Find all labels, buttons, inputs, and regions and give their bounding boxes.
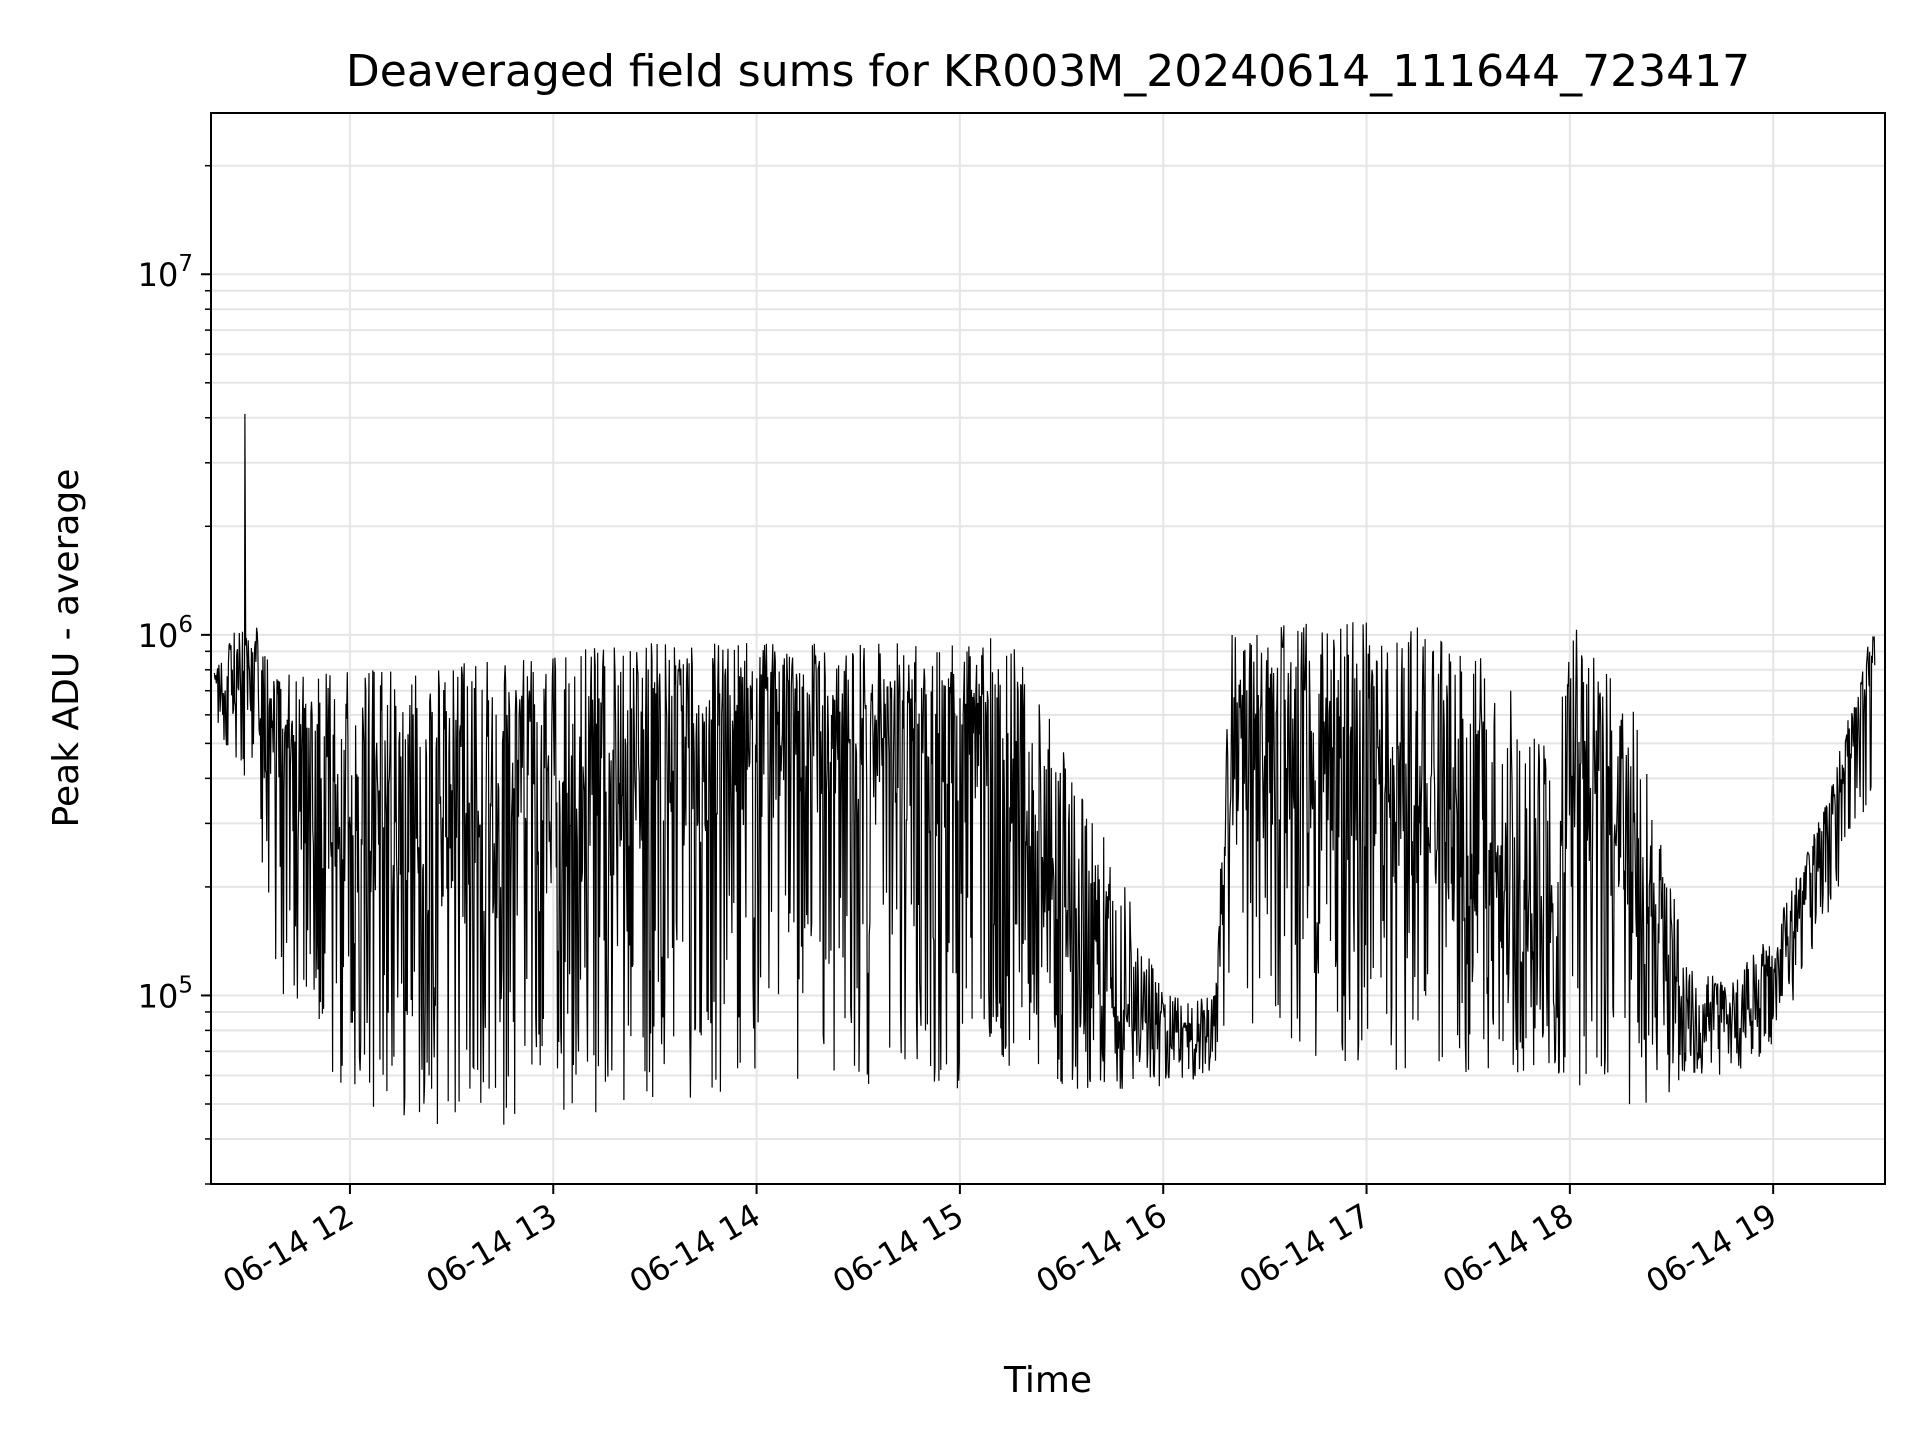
y-tick-exponent: 6 xyxy=(178,612,193,638)
y-axis-label: Peak ADU - average xyxy=(46,469,87,828)
series-line xyxy=(213,413,1876,1125)
y-tick-base: 10 xyxy=(138,977,179,1015)
plot-frame xyxy=(210,112,1886,1185)
y-tick-base: 10 xyxy=(138,256,179,294)
y-tick-exponent: 5 xyxy=(178,972,193,998)
axis-ticks xyxy=(201,164,1775,1194)
y-tick-base: 10 xyxy=(138,617,179,655)
y-tick-label: 105 xyxy=(138,972,193,1015)
y-tick-label: 106 xyxy=(138,612,193,655)
plot-series-group xyxy=(213,413,1876,1125)
y-tick-exponent: 7 xyxy=(178,251,193,277)
chart-title: Deaveraged field sums for KR003M_2024061… xyxy=(346,46,1750,97)
x-axis-label: Time xyxy=(1003,1360,1092,1401)
y-tick-label: 107 xyxy=(138,251,193,294)
